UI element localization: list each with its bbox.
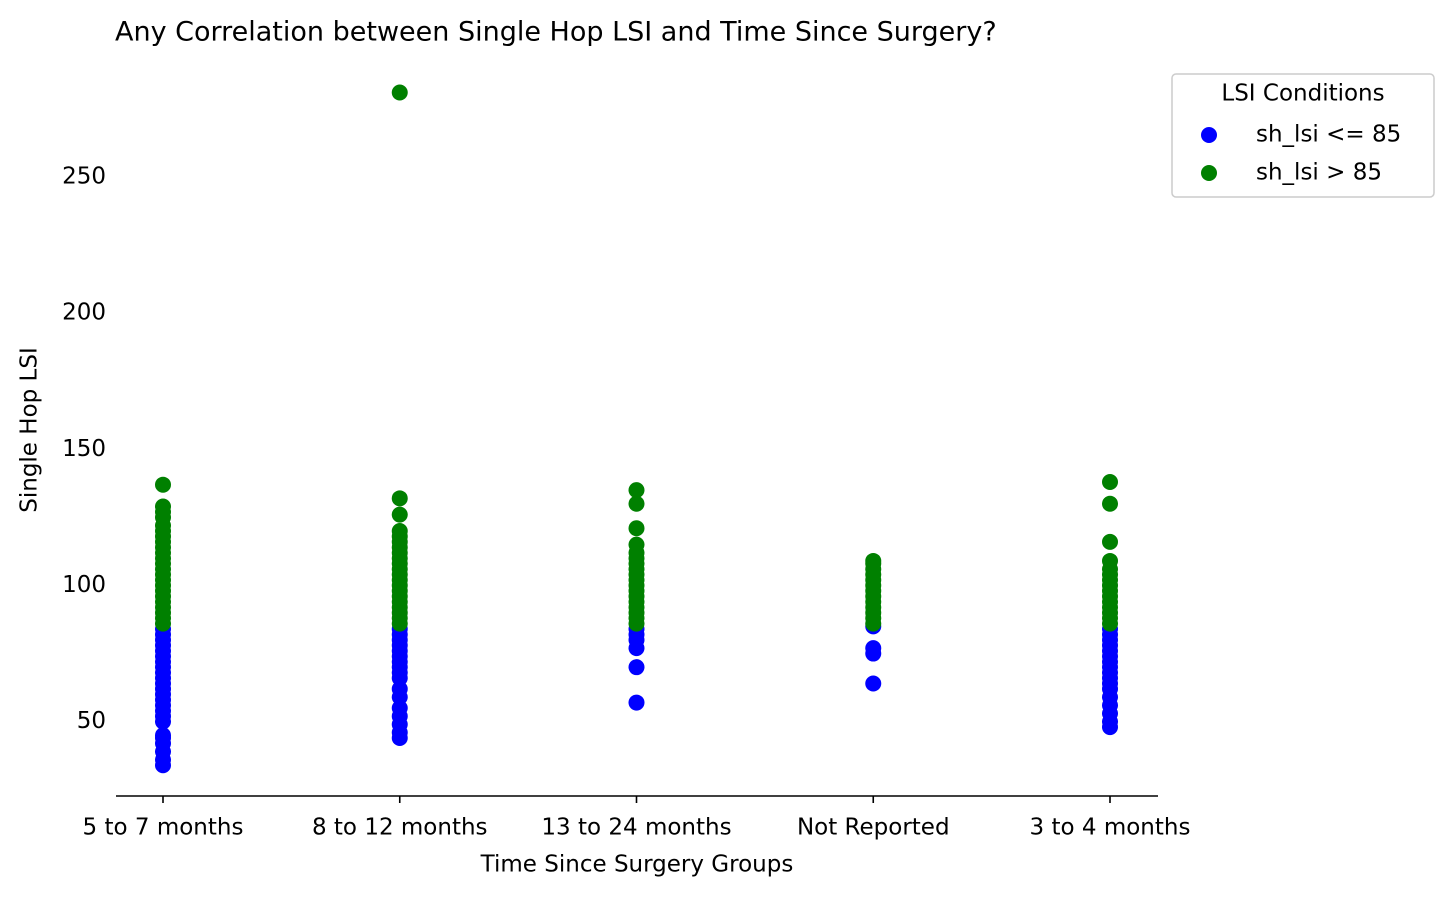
x-axis-label: Time Since Surgery Groups [480,852,794,878]
legend-label: sh_lsi > 85 [1256,160,1382,186]
point [1102,473,1118,490]
legend-box [1171,73,1435,198]
y-tick-label: 100 [62,572,106,598]
y-tick-label: 250 [62,163,106,189]
point [1102,495,1118,512]
point [628,495,645,512]
x-tick-label: 13 to 24 months [541,815,731,841]
legend-title: LSI Conditions [1221,81,1384,107]
point [865,552,882,569]
point [155,727,171,744]
x-tick-label: Not Reported [797,815,950,841]
point [391,506,408,523]
chart-title: Any Correlation between Single Hop LSI a… [115,17,997,48]
y-axis-label: Single Hop LSI [17,347,43,513]
point [391,490,408,507]
x-tick-label: 5 to 7 months [83,815,244,841]
point [628,536,645,553]
y-tick-label: 50 [77,708,106,734]
legend-label: sh_lsi <= 85 [1256,122,1401,148]
x-tick-label: 3 to 4 months [1030,815,1191,841]
y-tick-label: 150 [62,436,106,462]
point [155,498,171,515]
point [628,482,645,499]
legend-marker [1201,127,1217,143]
point [1102,533,1118,550]
point [628,520,645,537]
point [865,675,882,692]
y-tick-label: 200 [62,300,106,326]
point [628,694,645,711]
point [391,522,408,539]
point [155,476,171,493]
point [1102,552,1118,569]
point [628,659,645,676]
legend-marker [1201,165,1217,181]
x-tick-label: 8 to 12 months [312,815,488,841]
point [391,84,408,101]
point [865,640,882,657]
